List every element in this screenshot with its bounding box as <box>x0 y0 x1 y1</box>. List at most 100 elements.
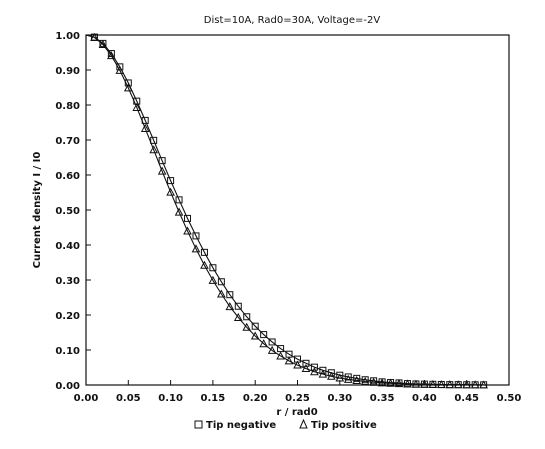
data-point-triangle <box>394 379 404 388</box>
x-tick-label: 0.35 <box>370 393 395 404</box>
fit-curves <box>85 34 484 386</box>
data-point-triangle <box>318 369 328 378</box>
data-point-square <box>209 264 217 272</box>
data-point-triangle <box>242 322 252 331</box>
data-point-triangle <box>200 260 209 269</box>
data-point-triangle <box>360 376 370 385</box>
data-point-triangle <box>208 275 218 284</box>
data-point-triangle <box>267 345 277 354</box>
data-point-square <box>268 338 276 346</box>
data-point-triangle <box>217 289 226 298</box>
y-tick-label: 0.80 <box>55 101 80 112</box>
data-point-square <box>310 363 318 371</box>
data-point-triangle <box>90 32 99 41</box>
data-point-triangle <box>115 65 125 74</box>
y-tick-label: 1.00 <box>55 31 80 42</box>
data-point-triangle <box>149 145 159 154</box>
x-tick-label: 0.15 <box>201 393 226 404</box>
data-point-square <box>243 313 251 321</box>
legend-label: Tip positive <box>311 420 377 431</box>
data-point-square <box>192 232 200 240</box>
data-point-square <box>361 376 369 384</box>
data-point-square <box>167 177 175 185</box>
data-point-triangle <box>479 380 488 389</box>
series-line-tip-positive <box>85 34 484 386</box>
series-line-tip-negative <box>85 34 484 386</box>
data-point-triangle <box>386 378 395 387</box>
x-tick-label: 0.50 <box>497 393 522 404</box>
y-tick-label: 0.00 <box>55 381 80 392</box>
data-point-triangle <box>233 312 243 321</box>
x-axis-title: r / rad0 <box>276 407 317 418</box>
data-point-triangle <box>335 373 345 382</box>
data-point-triangle <box>462 380 472 389</box>
data-point-triangle <box>327 371 336 380</box>
data-point-triangle <box>369 377 378 386</box>
data-point-triangle <box>259 339 268 348</box>
data-point-triangle <box>352 375 362 384</box>
data-point-square <box>336 371 344 379</box>
y-tick-label: 0.30 <box>55 276 80 287</box>
data-point-triangle <box>453 380 463 389</box>
y-tick-label: 0.70 <box>55 136 80 147</box>
y-tick-label: 0.40 <box>55 241 80 252</box>
data-point-triangle <box>445 380 455 389</box>
x-tick-label: 0.10 <box>158 393 183 404</box>
x-tick-label: 0.45 <box>454 393 479 404</box>
y-tick-label: 0.20 <box>55 311 80 322</box>
data-point-triangle <box>107 51 116 60</box>
x-tick-label: 0.05 <box>116 393 141 404</box>
legend-triangle-icon <box>299 418 308 429</box>
data-point-triangle <box>157 166 167 175</box>
data-point-triangle <box>420 379 429 388</box>
data-point-triangle <box>132 102 142 111</box>
data-point-triangle <box>140 123 150 132</box>
data-point-square <box>217 278 225 286</box>
data-point-square <box>175 196 183 204</box>
data-point-square <box>124 79 132 87</box>
data-point-square <box>344 373 352 381</box>
data-point-square <box>319 366 327 374</box>
data-point-triangle <box>98 39 108 48</box>
data-point-triangle <box>411 379 421 388</box>
data-point-triangle <box>225 302 235 311</box>
data-point-triangle <box>183 226 192 235</box>
data-point-triangle <box>191 244 201 253</box>
y-tick-label: 0.50 <box>55 206 80 217</box>
data-point-square <box>353 374 361 382</box>
data-point-square <box>234 302 242 310</box>
data-point-square <box>200 248 208 256</box>
data-point-triangle <box>377 378 387 387</box>
data-point-triangle <box>310 367 319 376</box>
data-point-square <box>327 369 335 377</box>
x-tick-label: 0.25 <box>285 393 310 404</box>
y-tick-label: 0.90 <box>55 66 80 77</box>
data-point-square <box>251 322 259 330</box>
chart-title: Dist=10A, Rad0=30A, Voltage=-2V <box>204 15 381 26</box>
data-point-square <box>107 50 115 58</box>
data-point-square <box>302 359 310 367</box>
data-point-triangle <box>284 356 294 365</box>
data-point-square <box>226 291 234 299</box>
x-tick-label: 0.00 <box>74 393 99 404</box>
data-point-square <box>260 331 268 339</box>
data-point-triangle <box>470 380 480 389</box>
x-tick-label: 0.30 <box>327 393 352 404</box>
data-point-triangle <box>403 379 412 388</box>
data-point-triangle <box>428 379 438 389</box>
data-point-square <box>150 136 158 144</box>
legend: Tip negative Tip positive <box>194 418 377 431</box>
y-tick-label: 0.10 <box>55 346 80 357</box>
data-point-triangle <box>343 374 353 383</box>
data-point-triangle <box>123 83 133 92</box>
data-markers <box>90 32 488 389</box>
x-tick-label: 0.40 <box>412 393 437 404</box>
data-point-triangle <box>250 331 260 340</box>
data-point-square <box>116 63 124 71</box>
data-point-triangle <box>166 187 175 196</box>
legend-square-icon <box>194 420 203 429</box>
data-point-square <box>184 214 192 222</box>
legend-label: Tip negative <box>206 420 276 431</box>
y-axis-title: Current density I / I0 <box>32 152 43 269</box>
